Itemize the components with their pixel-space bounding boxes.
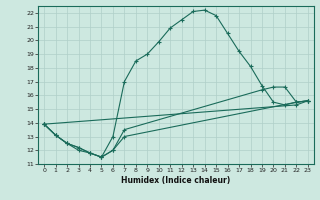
X-axis label: Humidex (Indice chaleur): Humidex (Indice chaleur)	[121, 176, 231, 185]
